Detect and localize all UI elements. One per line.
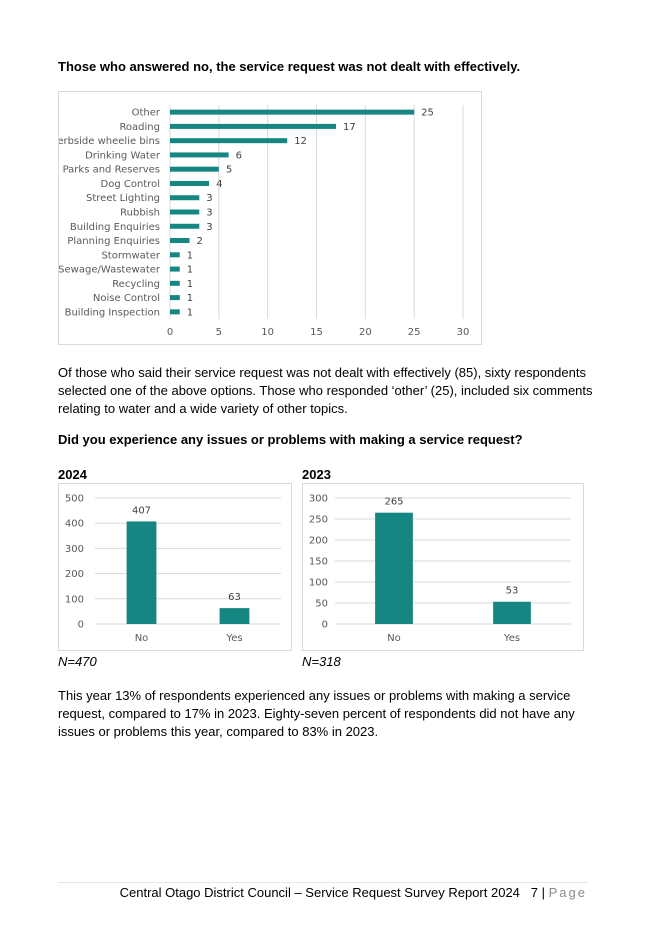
- category-label: Dog Control: [101, 179, 161, 190]
- category-label: Building Inspection: [65, 307, 160, 318]
- footer-page-number: 7: [530, 885, 538, 900]
- y-tick-label: 250: [309, 515, 328, 526]
- chart-title-2024: 2024: [58, 467, 87, 482]
- y-tick-label: 200: [309, 536, 328, 547]
- chart-title-2023: 2023: [302, 467, 331, 482]
- data-label: 3: [206, 193, 212, 204]
- y-tick-label: 400: [65, 519, 84, 530]
- bar: [170, 309, 180, 315]
- y-tick-label: 150: [309, 557, 328, 568]
- bar: [170, 209, 200, 215]
- bar-chart-svg: 0 50 100 150 200 250 300 265 No 53 Yes: [309, 494, 571, 644]
- category-label: Street Lighting: [86, 193, 160, 204]
- y-tick-label: 100: [309, 578, 328, 589]
- data-label: 6: [236, 150, 242, 161]
- data-label: 1: [187, 279, 193, 290]
- x-category-label: Yes: [503, 633, 520, 644]
- category-label: Parks and Reserves: [63, 165, 160, 176]
- chart-not-effective-reasons: 0 5 10 15 20 25 30 Other 25 Roading 17 Kerbside whe…: [58, 91, 482, 345]
- y-tick-label: 300: [65, 544, 84, 555]
- category-label: Kerbside wheelie bins: [59, 136, 160, 147]
- sample-size-2023: N=318: [302, 654, 341, 669]
- section-heading-not-effective: Those who answered no, the service reque…: [58, 59, 521, 74]
- x-tick-label: 10: [261, 327, 274, 338]
- category-label: Roading: [119, 122, 160, 133]
- data-label: 53: [506, 586, 519, 597]
- bar: [170, 295, 180, 301]
- footer-page-word: Page: [548, 885, 587, 900]
- x-tick-label: 0: [167, 327, 173, 338]
- bar: [170, 266, 180, 272]
- bar: [170, 238, 190, 244]
- bar: [170, 280, 180, 286]
- y-tick-label: 50: [315, 599, 328, 610]
- footer-divider: [58, 882, 588, 883]
- category-label: Other: [132, 108, 161, 119]
- data-label: 265: [384, 497, 403, 508]
- paragraph-issues-summary: This year 13% of respondents experienced…: [58, 688, 575, 739]
- data-label: 3: [206, 208, 212, 219]
- bar: [170, 223, 200, 229]
- bar: [126, 521, 157, 624]
- category-label: Building Enquiries: [70, 222, 160, 233]
- data-label: 4: [216, 179, 222, 190]
- bar: [170, 180, 210, 186]
- data-label: 407: [132, 505, 151, 516]
- x-tick-label: 25: [408, 327, 421, 338]
- y-tick-label: 100: [65, 594, 84, 605]
- x-category-label: No: [387, 633, 401, 644]
- chart-issues-2024: 0 100 200 300 400 500 407 No 63 Yes: [58, 483, 292, 651]
- bar: [170, 138, 288, 144]
- y-tick-label: 0: [322, 620, 328, 631]
- y-tick-label: 200: [65, 569, 84, 580]
- y-tick-label: 500: [65, 494, 84, 505]
- data-label: 25: [421, 108, 434, 119]
- bar: [170, 152, 229, 158]
- category-label: Stormwater: [101, 250, 160, 261]
- bar: [170, 123, 337, 129]
- paragraph-not-effective-summary: Of those who said their service request …: [58, 365, 593, 416]
- bar: [219, 608, 250, 624]
- category-label: Planning Enquiries: [67, 236, 160, 247]
- x-category-label: No: [135, 633, 149, 644]
- bar: [170, 109, 415, 115]
- data-label: 1: [187, 293, 193, 304]
- data-label: 5: [226, 165, 232, 176]
- category-label: Drinking Water: [85, 150, 161, 161]
- data-label: 1: [187, 250, 193, 261]
- footer-separator: |: [541, 885, 545, 900]
- bar-chart-svg: 0 100 200 300 400 500 407 No 63 Yes: [65, 494, 281, 644]
- x-tick-label: 30: [457, 327, 470, 338]
- page-footer: Central Otago District Council – Service…: [120, 885, 587, 900]
- category-label: Rubbish: [120, 208, 160, 219]
- footer-report-title: Central Otago District Council – Service…: [119, 885, 520, 900]
- x-tick-label: 15: [310, 327, 323, 338]
- sample-size-2024: N=470: [58, 654, 97, 669]
- data-label: 12: [294, 136, 307, 147]
- bar: [375, 512, 413, 624]
- category-label: Sewage/Wastewater: [59, 265, 161, 276]
- data-label: 1: [187, 265, 193, 276]
- bar: [170, 252, 180, 258]
- bar: [170, 195, 200, 201]
- bar: [493, 601, 531, 624]
- category-label: Recycling: [112, 279, 160, 290]
- data-label: 1: [187, 307, 193, 318]
- data-label: 2: [197, 236, 203, 247]
- data-label: 63: [228, 592, 241, 603]
- chart-issues-2023: 0 50 100 150 200 250 300 265 No 53 Yes: [302, 483, 584, 651]
- x-tick-label: 5: [216, 327, 222, 338]
- y-tick-label: 300: [309, 494, 328, 505]
- x-category-label: Yes: [225, 633, 242, 644]
- data-label: 3: [206, 222, 212, 233]
- bar: [170, 166, 219, 172]
- data-label: 17: [343, 122, 356, 133]
- category-label: Noise Control: [93, 293, 160, 304]
- section-heading-issues: Did you experience any issues or problem…: [58, 432, 523, 447]
- y-tick-label: 0: [78, 620, 84, 631]
- x-tick-label: 20: [359, 327, 372, 338]
